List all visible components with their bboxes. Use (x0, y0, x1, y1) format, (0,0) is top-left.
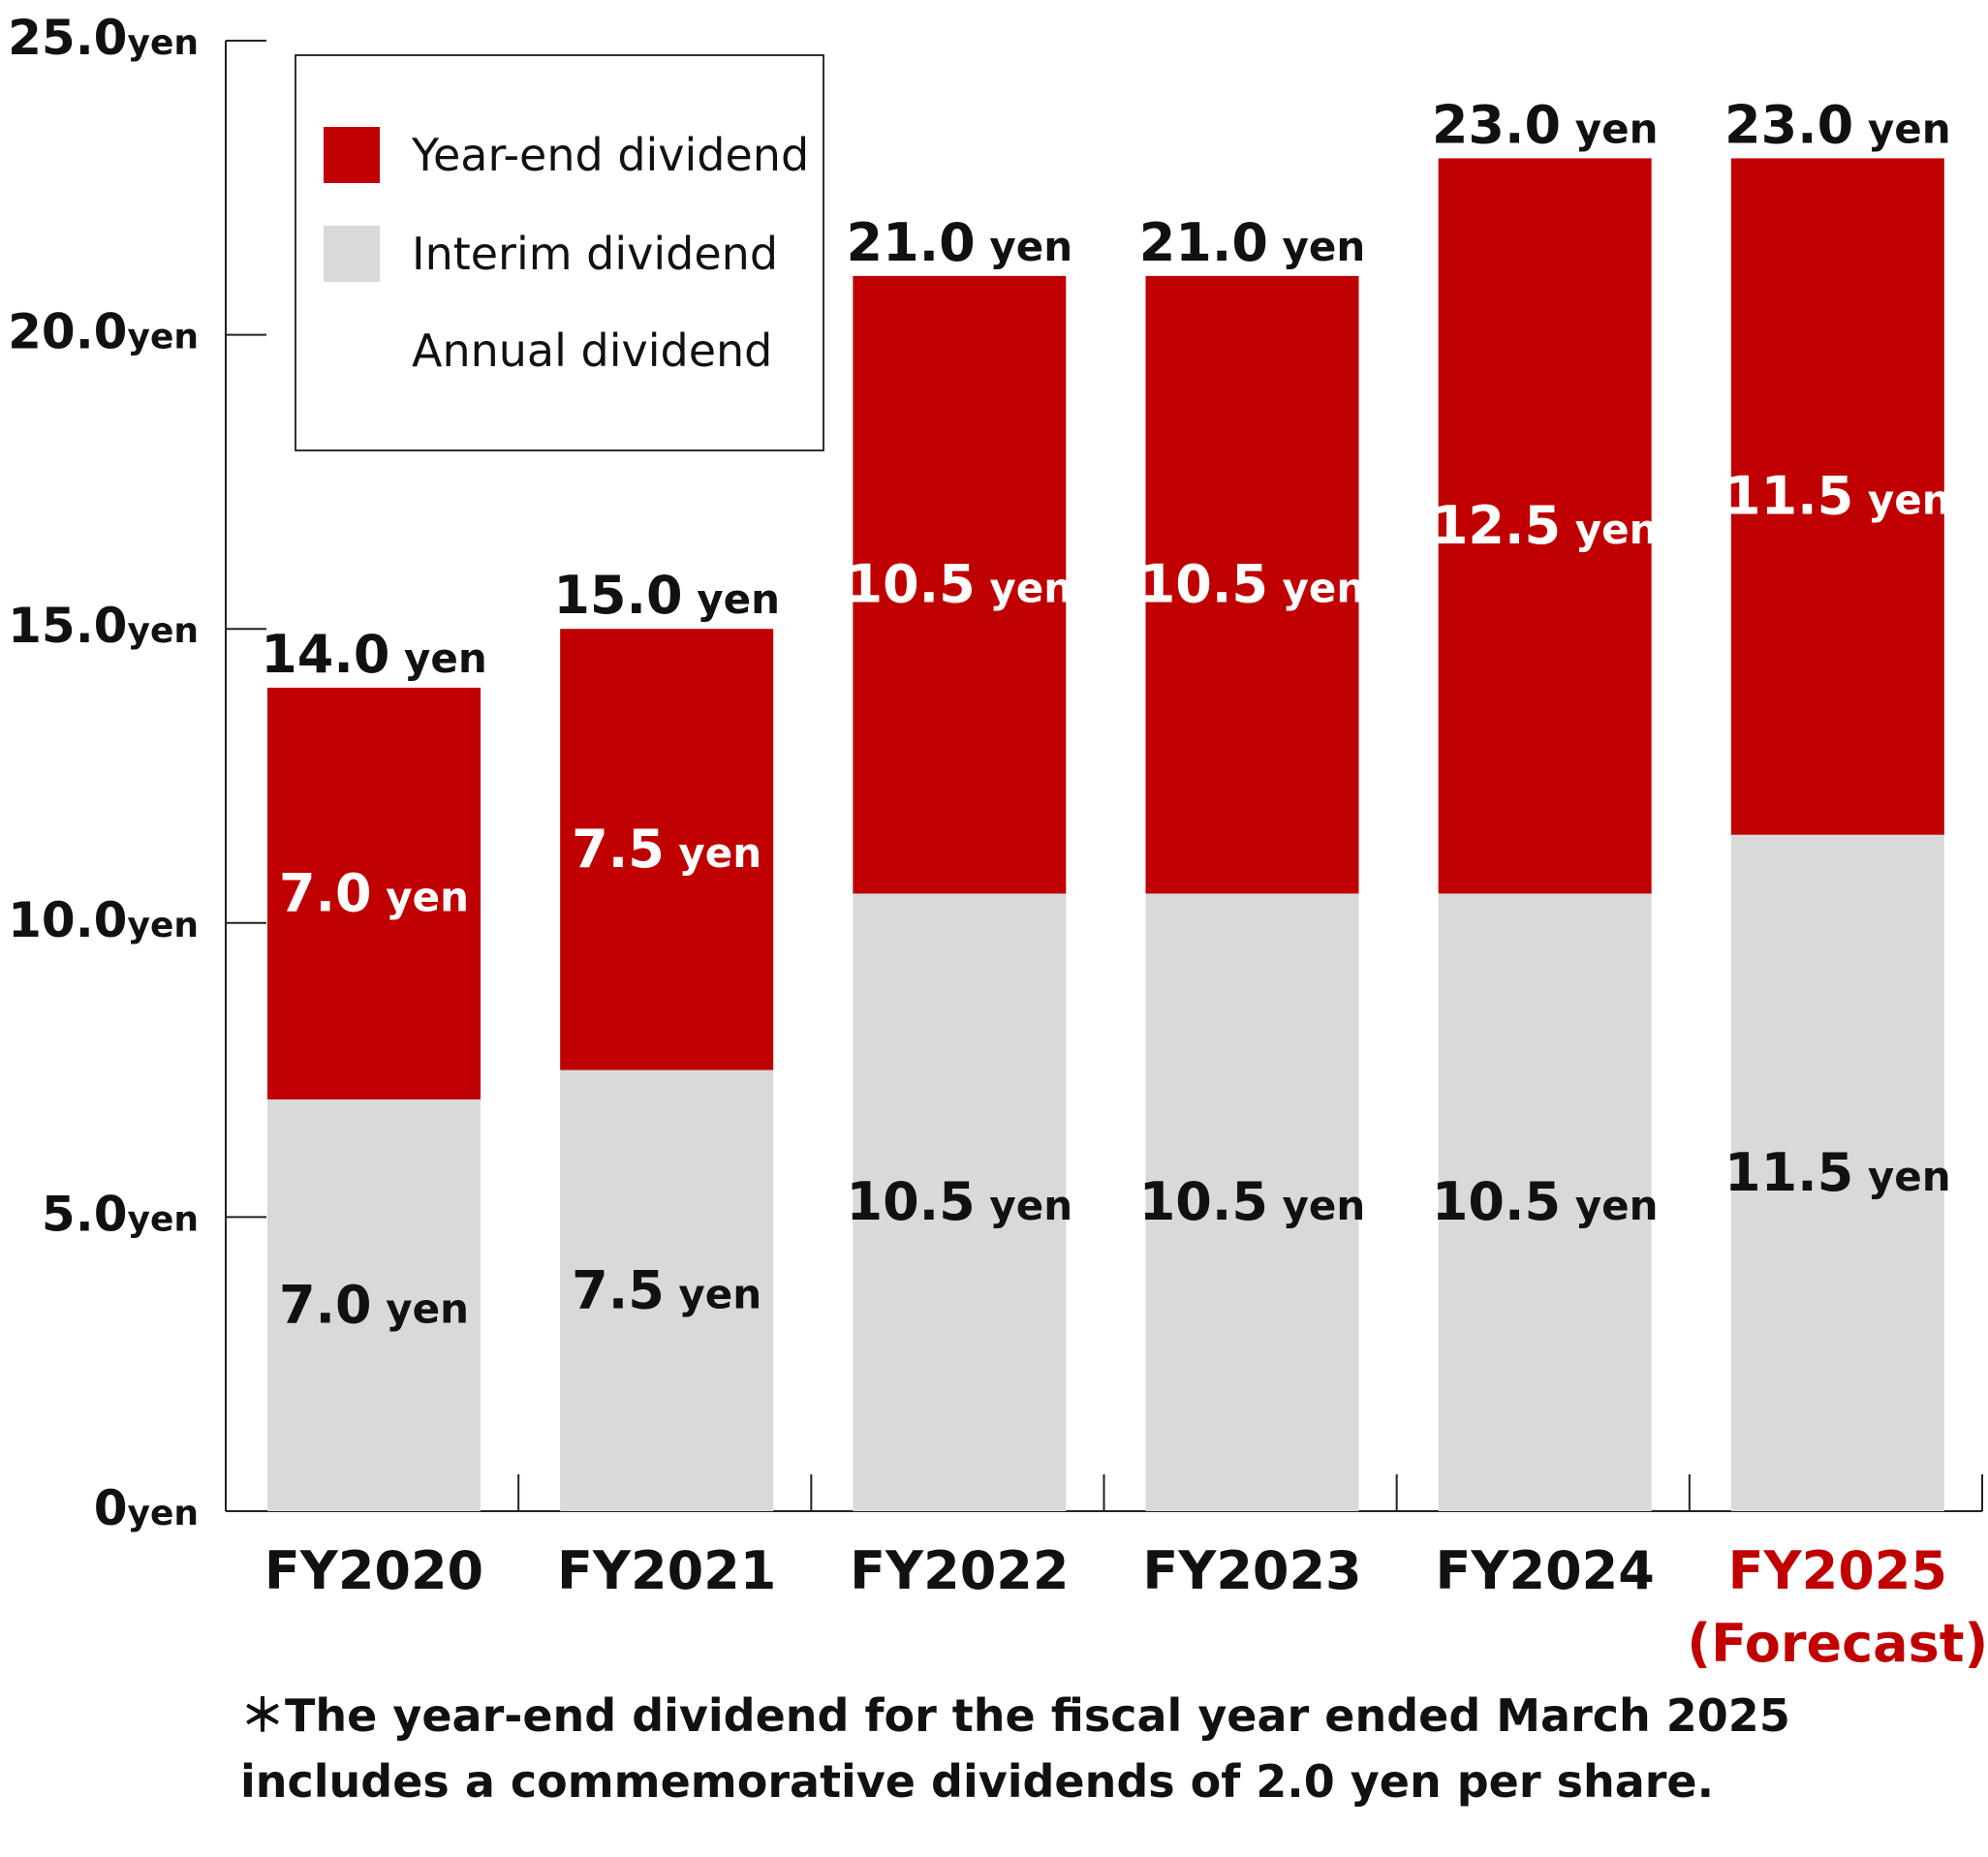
bar-year-end (560, 629, 774, 1070)
data-label-interim: 10.5 yen (1139, 1171, 1366, 1232)
footnote-line-2: includes a commemorative dividends of 2.… (240, 1755, 1715, 1808)
bar-interim (853, 893, 1067, 1511)
x-tick-label: FY2024 (1436, 1540, 1655, 1601)
bar-year-end (1730, 158, 1944, 835)
legend-swatch (324, 226, 380, 282)
bar-interim (267, 1099, 481, 1511)
footnote-line-1: ＊The year-end dividend for the fiscal ye… (240, 1689, 1790, 1742)
data-label-interim: 10.5 yen (847, 1171, 1073, 1232)
y-tick-label: 5.0yen (42, 1186, 199, 1242)
data-label-total: 15.0 yen (553, 565, 780, 626)
bar-interim (560, 1069, 774, 1511)
data-label-total: 23.0 yen (1724, 94, 1951, 155)
bar-year-end (267, 687, 481, 1099)
y-tick-label: 0yen (94, 1480, 199, 1536)
y-tick-label: 25.0yen (8, 10, 199, 66)
x-tick-label: FY2025 (1728, 1540, 1947, 1601)
data-label-interim: 11.5 yen (1724, 1142, 1951, 1203)
y-tick-label: 10.0yen (8, 892, 199, 948)
data-label-interim: 7.5 yen (572, 1259, 761, 1320)
data-label-total: 23.0 yen (1432, 94, 1659, 155)
legend-label: Interim dividend (412, 228, 778, 280)
data-label-year-end: 12.5 yen (1432, 495, 1659, 556)
x-tick-label: FY2020 (264, 1540, 483, 1601)
bar-interim (1730, 834, 1944, 1511)
data-label-total: 21.0 yen (1139, 212, 1366, 273)
data-label-year-end: 10.5 yen (1139, 554, 1366, 615)
data-label-total: 21.0 yen (847, 212, 1073, 273)
bar-year-end (853, 275, 1067, 894)
x-tick-label: FY2022 (850, 1540, 1069, 1601)
legend-box (295, 54, 824, 451)
bar-year-end (1145, 275, 1359, 894)
bar-interim (1145, 893, 1359, 1511)
data-label-interim: 10.5 yen (1432, 1171, 1659, 1232)
data-label-year-end: 10.5 yen (847, 554, 1073, 615)
data-label-year-end: 7.0 yen (279, 862, 469, 923)
y-tick-label: 15.0yen (8, 598, 199, 654)
bar-interim (1438, 893, 1652, 1511)
legend-label: Year-end dividend (411, 129, 809, 181)
data-label-total: 14.0 yen (261, 624, 487, 685)
legend-label: Annual dividend (412, 325, 772, 377)
bar-year-end (1438, 158, 1652, 894)
x-tick-label: FY2023 (1142, 1540, 1361, 1601)
legend-swatch (324, 127, 380, 183)
data-label-year-end: 7.5 yen (572, 819, 761, 880)
y-tick-label: 20.0yen (8, 304, 199, 360)
x-tick-label: FY2021 (557, 1540, 776, 1601)
data-label-year-end: 11.5 yen (1724, 466, 1951, 527)
x-tick-sublabel: (Forecast) (1687, 1613, 1988, 1674)
data-label-interim: 7.0 yen (279, 1274, 469, 1335)
